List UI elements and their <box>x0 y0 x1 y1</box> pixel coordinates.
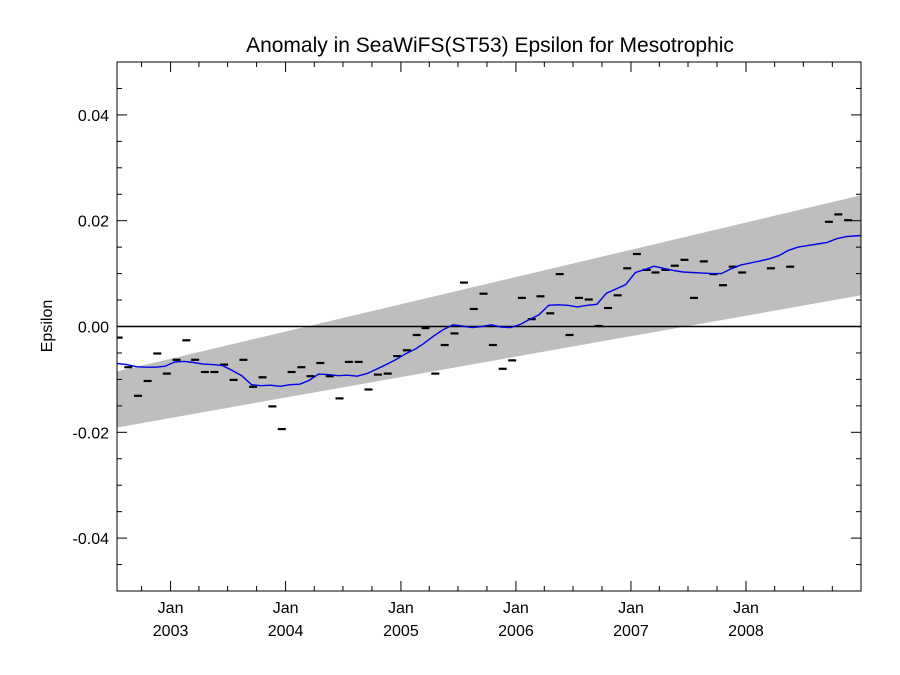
y-tick-label: 0.04 <box>78 108 109 125</box>
y-axis-label: Epsilon <box>39 300 56 352</box>
confidence-band <box>117 195 861 428</box>
x-tick-year-label: 2007 <box>613 623 649 640</box>
y-tick-label: -0.04 <box>73 531 110 548</box>
x-tick-month-label: Jan <box>273 600 299 617</box>
x-tick-month-label: Jan <box>733 600 759 617</box>
x-tick-year-label: 2004 <box>268 623 304 640</box>
x-tick-year-label: 2006 <box>498 623 534 640</box>
x-tick-month-label: Jan <box>388 600 414 617</box>
x-tick-year-label: 2005 <box>383 623 419 640</box>
x-tick-month-label: Jan <box>158 600 184 617</box>
x-tick-month-label: Jan <box>618 600 644 617</box>
running-mean-line <box>116 234 862 388</box>
x-tick-year-label: 2008 <box>728 623 764 640</box>
chart-title: Anomaly in SeaWiFS(ST53) Epsilon for Mes… <box>246 34 734 57</box>
x-tick-year-label: 2003 <box>153 623 189 640</box>
y-tick-label: 0.02 <box>78 214 109 231</box>
y-tick-label: 0.00 <box>78 320 109 337</box>
y-tick-label: -0.02 <box>73 425 110 442</box>
plot-area: 0.04 0.02 0.00 -0.02 -0.04 Jan 2003 Jan 2004 Jan 2… <box>73 61 862 640</box>
x-tick-month-label: Jan <box>503 600 529 617</box>
